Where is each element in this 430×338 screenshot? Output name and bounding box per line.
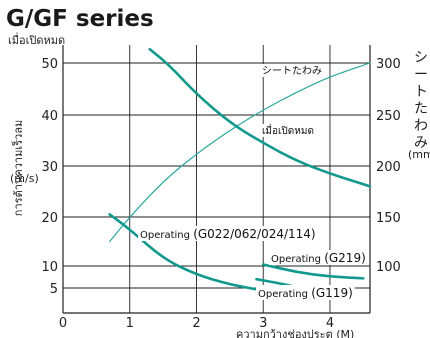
y-left-label-thai: การต้านความเร็วลม xyxy=(11,120,25,216)
y-left-unit: (m/s) xyxy=(10,172,39,185)
annotation-1: เมื่อเปิดหมด xyxy=(262,123,314,137)
series-line-3 xyxy=(261,263,365,280)
y-left-tick-20: 20 xyxy=(41,211,58,226)
y-right-label-char: た xyxy=(414,101,428,117)
y-right-label-char: ー xyxy=(414,67,428,83)
annotation-small-2: Operating xyxy=(140,230,193,241)
y-right-label-char: み xyxy=(414,135,428,151)
y-right-tick-150: 150 xyxy=(376,211,401,226)
y-right-tick-200: 200 xyxy=(376,160,401,175)
annotation-bg-2 xyxy=(138,226,318,241)
series-line-1 xyxy=(148,47,372,188)
annotation-big-3: (G219) xyxy=(324,251,366,265)
x-tick-2: 2 xyxy=(192,316,200,331)
y-right-label-char: わ xyxy=(414,118,428,134)
series-line-0 xyxy=(109,62,371,243)
annotation-bg-1 xyxy=(260,124,316,137)
y-right-label-char: シ xyxy=(414,50,428,66)
x-tick-4: 4 xyxy=(326,316,334,331)
x-tick-1: 1 xyxy=(126,316,134,331)
annotation-bg-3 xyxy=(269,250,368,265)
y-left-tick-10: 10 xyxy=(41,260,58,275)
series-line-2 xyxy=(108,213,265,292)
annotation-bg-4 xyxy=(256,285,355,300)
annotations: シートたわみ เมื่อเปิดหมด Operating (G022/062/02… xyxy=(138,64,368,300)
curves xyxy=(108,47,372,292)
y-left-tick-50: 50 xyxy=(41,57,58,72)
annotation-big-2: (G022/062/024/114) xyxy=(193,227,315,241)
annotation-0: シートたわみ xyxy=(262,65,322,77)
y-right-tick-250: 250 xyxy=(376,109,401,124)
y-right-unit: (mm) xyxy=(408,148,430,161)
annotation-bg-0 xyxy=(260,64,324,77)
y-right-label-char: ト xyxy=(414,84,428,100)
annotation-2: Operating (G022/062/024/114) xyxy=(140,227,316,241)
annotation-small-4: Operating xyxy=(258,289,311,300)
x-tick-3: 3 xyxy=(259,316,267,331)
y-left-tick-40: 40 xyxy=(41,109,58,124)
annotation-3: Operating (G219) xyxy=(271,251,366,265)
y-right-tick-100: 100 xyxy=(376,260,401,275)
axes: 5 10 20 30 40 50 100 150 200 250 300 0 1 2 3 4 xyxy=(41,45,401,331)
y-right-label: シートたわみ xyxy=(414,50,428,151)
y-left-tick-30: 30 xyxy=(41,160,58,175)
annotation-big-4: (G119) xyxy=(311,286,353,300)
y-right-tick-300: 300 xyxy=(376,57,401,72)
y-left-tick-5: 5 xyxy=(50,282,58,297)
y-left-label-top: เมื่อเปิดหมด xyxy=(8,32,65,47)
annotation-small-3: Operating xyxy=(271,254,324,265)
x-tick-0: 0 xyxy=(59,316,67,331)
x-axis-label: ความกว้างช่องประตู (M) xyxy=(236,328,354,338)
chart-title: G/GF series xyxy=(6,6,154,32)
annotation-4: Operating (G119) xyxy=(258,286,353,300)
